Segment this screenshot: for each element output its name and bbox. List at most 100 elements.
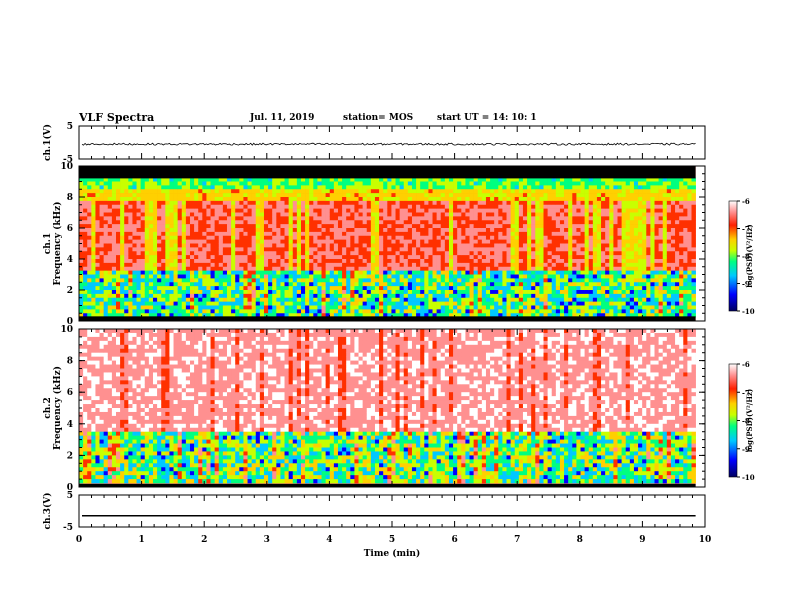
spectrogram-cell [428, 181, 433, 186]
spectrogram-cell [370, 247, 376, 252]
spectrogram-cell [218, 200, 224, 206]
spectrogram-cell [157, 220, 162, 225]
spectrogram-cell [518, 189, 524, 194]
spectrogram-cell [337, 220, 343, 225]
spectrogram-cell [514, 200, 520, 206]
spectrogram-cell [124, 247, 129, 252]
spectrogram-cell [617, 216, 622, 221]
spectrogram-cell [502, 259, 507, 264]
spectrogram-cell [185, 282, 191, 287]
spectrogram-cell [498, 251, 503, 256]
spectrogram-cell [506, 204, 511, 209]
spectrogram-cell [305, 185, 310, 190]
spectrogram-cell [555, 216, 561, 221]
spectrogram-cell [395, 243, 400, 248]
spectrogram-cell [559, 228, 565, 233]
spectrogram-cell [111, 200, 117, 206]
spectrogram-cell [251, 177, 257, 182]
spectrogram-cell [173, 286, 178, 291]
spectrogram-cell [629, 290, 635, 295]
spectrogram-cell [506, 313, 511, 318]
spectrogram-cell [202, 197, 207, 202]
spectrogram-cell [305, 293, 310, 299]
spectrogram-cell [473, 231, 479, 237]
spectrogram-cell [485, 204, 491, 209]
spectrogram-cell [432, 278, 437, 283]
spectrogram-cell [477, 301, 483, 306]
spectrogram-cell [617, 189, 622, 194]
spectrogram-cell [124, 193, 129, 198]
spectrogram-cell [617, 262, 622, 268]
spectrogram-cell [255, 274, 261, 279]
spectrogram-cell [313, 216, 318, 221]
spectrogram-cell [490, 231, 495, 237]
spectrogram-cell [362, 185, 368, 190]
spectrogram-cell [83, 251, 88, 256]
spectrogram-cell [444, 208, 450, 213]
spectrogram-cell [214, 286, 220, 291]
spectrogram-cell [325, 290, 331, 295]
spectrogram-cell [564, 313, 569, 318]
spectrogram-cell [638, 216, 643, 221]
spectrogram-cell [132, 313, 137, 318]
spectrogram-cell [527, 262, 532, 268]
spectrogram-cell [276, 235, 281, 240]
spectrogram-cell [477, 270, 483, 275]
spectrogram-cell [280, 305, 285, 310]
spectrogram-cell [206, 212, 211, 217]
spectrogram-cell [584, 293, 590, 299]
spectrogram-cell [444, 274, 450, 279]
spectrogram-cell [407, 200, 413, 206]
spectrogram-cell [453, 193, 458, 198]
spectrogram-cell [358, 278, 363, 283]
spectrogram-cell [284, 247, 289, 252]
spectrogram-cell [564, 297, 569, 302]
spectrogram-cell [391, 262, 396, 268]
spectrogram-cell [527, 220, 532, 225]
spectrogram-cell [522, 305, 528, 310]
spectrogram-cell [157, 290, 162, 295]
spectrogram-cell [633, 274, 639, 279]
spectrogram-cell [235, 259, 240, 264]
spectrogram-cell [592, 286, 598, 291]
spectrogram-cell [272, 259, 277, 264]
spectrogram-cell [428, 243, 433, 248]
spectrogram-cell [206, 189, 211, 194]
spectrogram-cell [337, 247, 343, 252]
spectrogram-cell [128, 290, 133, 295]
spectrogram-cell [374, 231, 380, 237]
spectrogram-cell [161, 243, 166, 248]
spectrogram-cell [91, 228, 96, 233]
spectrogram-cell [436, 282, 442, 287]
spectrogram-cell [140, 274, 146, 279]
spectrogram-cell [177, 282, 183, 287]
spectrogram-cell [284, 216, 289, 221]
spectrogram-cell [580, 212, 585, 217]
spectrogram-cell [305, 270, 310, 275]
spectrogram-cell [206, 290, 211, 295]
spectrogram-cell [370, 301, 376, 306]
spectrogram-cell [477, 216, 483, 221]
spectrogram-cell [342, 309, 347, 314]
spectrogram-cell [202, 189, 207, 194]
spectrogram-cell [605, 204, 610, 209]
spectrogram-cell [494, 247, 499, 252]
spectrogram-cell [592, 247, 598, 252]
spectrogram-cell [613, 290, 618, 295]
spectrogram-cell [255, 297, 261, 302]
spectrogram-cell [448, 259, 454, 264]
spectrogram-cell [222, 185, 228, 190]
spectrogram-cell [535, 278, 540, 283]
spectrogram-cell [621, 301, 627, 306]
spectrogram-cell [605, 185, 610, 190]
spectrogram-cell [399, 204, 405, 209]
spectrogram-cell [165, 282, 170, 287]
spectrogram-cell [621, 243, 627, 248]
spectrogram-cell [633, 286, 639, 291]
spectrogram-cell [477, 220, 483, 225]
spectrogram-cell [177, 301, 183, 306]
spectrogram-cell [444, 220, 450, 225]
spectrogram-cell [247, 313, 252, 318]
spectrogram-cell [350, 204, 355, 209]
spectrogram-cell [231, 235, 236, 240]
